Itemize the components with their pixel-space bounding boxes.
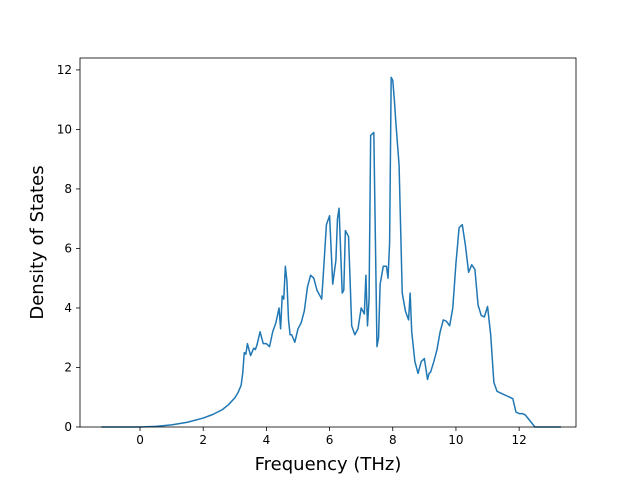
y-tick-label: 10 [57,122,72,136]
plot-frame [79,57,577,428]
x-tick-label: 0 [136,433,144,447]
y-tick-label: 2 [64,360,72,374]
y-tick-label: 8 [64,182,72,196]
x-axis-ticks: 0 2 4 6 8 10 12 [136,427,527,447]
plot-area [80,58,576,427]
x-tick-label: 2 [199,433,207,447]
y-tick-label: 12 [57,63,72,77]
x-tick-label: 8 [389,433,397,447]
dos-series-line [101,76,561,428]
y-tick-label: 0 [64,420,72,434]
x-tick-label: 10 [448,433,463,447]
x-tick-label: 12 [511,433,526,447]
x-tick-label: 6 [326,433,334,447]
y-tick-label: 6 [64,241,72,255]
y-tick-label: 4 [64,301,72,315]
y-axis-ticks: 0 2 4 6 8 10 12 [57,63,80,434]
x-axis-label: Frequency (THz) [255,454,402,475]
x-tick-label: 4 [263,433,271,447]
y-axis-label: Density of States [27,165,48,319]
